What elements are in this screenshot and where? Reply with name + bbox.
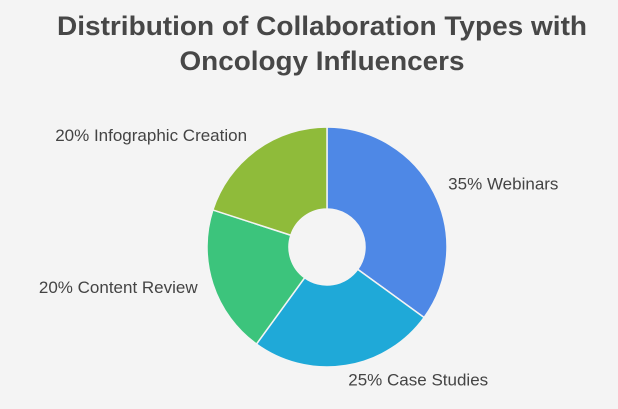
slice — [206, 208, 306, 346]
slice-label: 25% Case Studies — [348, 371, 488, 390]
value-label: 35% — [448, 175, 482, 194]
value-label: 25% — [348, 371, 382, 390]
value-label: 20% — [39, 279, 73, 298]
chart-title: Distribution of Collaboration Types with — [57, 11, 587, 41]
category-label: Content Review — [78, 279, 199, 298]
value-label: 20% — [55, 126, 89, 145]
slice — [255, 268, 426, 368]
slice — [326, 126, 448, 319]
slice-label: 20% Content Review — [39, 279, 198, 298]
slice-label: 20% Infographic Creation — [55, 126, 247, 145]
category-label: Webinars — [487, 175, 559, 194]
category-label: Infographic Creation — [94, 126, 247, 145]
slice-label: 35% Webinars — [448, 175, 558, 194]
chart-title: Oncology Influencers — [180, 46, 465, 76]
category-label: Case Studies — [387, 371, 488, 390]
slice — [211, 126, 328, 237]
